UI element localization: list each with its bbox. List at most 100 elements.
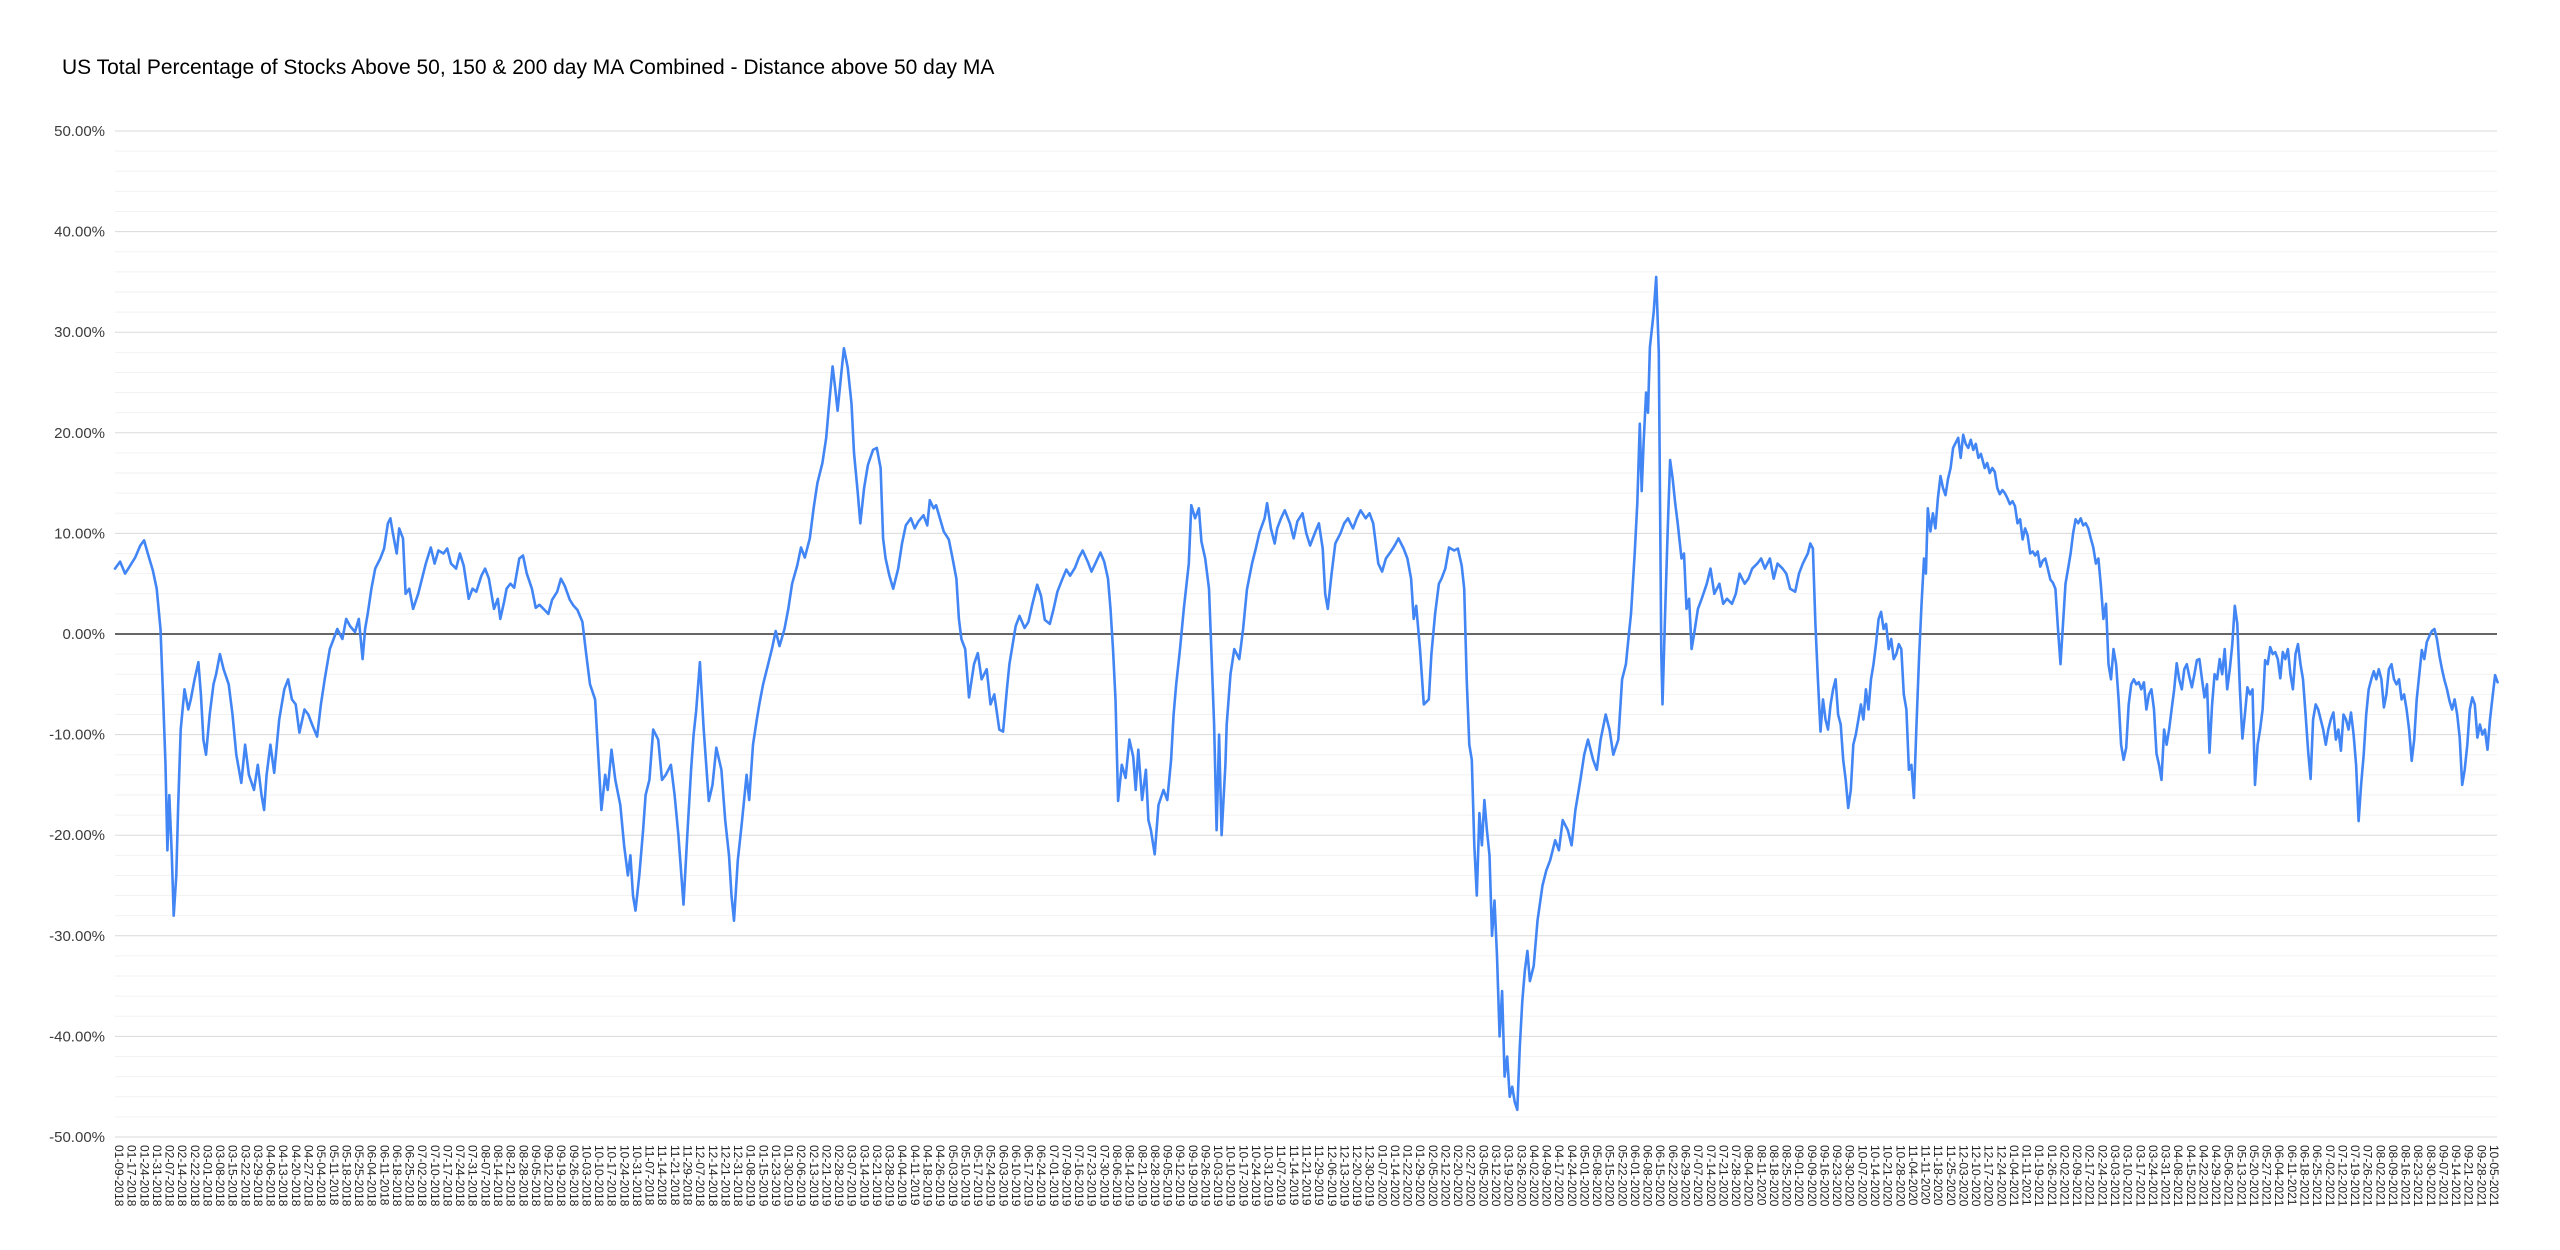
svg-text:09-16-2020: 09-16-2020 — [1817, 1145, 1831, 1207]
svg-text:12-14-2018: 12-14-2018 — [706, 1145, 720, 1207]
svg-text:09-07-2021: 09-07-2021 — [2436, 1145, 2450, 1207]
svg-text:06-18-2021: 06-18-2021 — [2298, 1145, 2312, 1207]
svg-text:08-16-2021: 08-16-2021 — [2399, 1145, 2413, 1207]
svg-text:02-13-2019: 02-13-2019 — [807, 1145, 821, 1207]
svg-text:03-28-2019: 03-28-2019 — [883, 1145, 897, 1207]
svg-text:09-12-2018: 09-12-2018 — [542, 1145, 556, 1207]
svg-text:11-21-2019: 11-21-2019 — [1300, 1145, 1314, 1206]
svg-text:03-31-2021: 03-31-2021 — [2159, 1145, 2173, 1207]
svg-text:10-03-2018: 10-03-2018 — [579, 1145, 593, 1207]
svg-text:05-20-2021: 05-20-2021 — [2247, 1145, 2261, 1207]
svg-text:10-07-2020: 10-07-2020 — [1855, 1145, 1869, 1207]
svg-text:10-31-2019: 10-31-2019 — [1262, 1145, 1276, 1207]
svg-text:05-22-2020: 05-22-2020 — [1615, 1145, 1629, 1207]
svg-text:10-10-2018: 10-10-2018 — [592, 1145, 606, 1207]
svg-text:10-24-2019: 10-24-2019 — [1249, 1145, 1263, 1207]
chart-title: US Total Percentage of Stocks Above 50, … — [62, 56, 995, 79]
svg-text:03-29-2018: 03-29-2018 — [251, 1145, 265, 1207]
svg-text:-40.00%: -40.00% — [49, 1028, 105, 1045]
svg-text:04-15-2021: 04-15-2021 — [2184, 1145, 2198, 1207]
svg-text:07-02-2018: 07-02-2018 — [415, 1145, 429, 1207]
svg-text:09-12-2019: 09-12-2019 — [1173, 1145, 1187, 1207]
svg-text:02-22-2018: 02-22-2018 — [188, 1145, 202, 1207]
svg-text:03-05-2020: 03-05-2020 — [1476, 1145, 1490, 1207]
svg-text:-20.00%: -20.00% — [49, 827, 105, 844]
svg-text:10-24-2018: 10-24-2018 — [617, 1145, 631, 1207]
svg-text:06-29-2020: 06-29-2020 — [1678, 1145, 1692, 1207]
svg-text:08-04-2020: 08-04-2020 — [1742, 1145, 1756, 1207]
svg-text:09-30-2020: 09-30-2020 — [1843, 1145, 1857, 1207]
svg-text:06-11-2021: 06-11-2021 — [2285, 1145, 2299, 1206]
svg-text:04-17-2020: 04-17-2020 — [1552, 1145, 1566, 1207]
svg-text:09-26-2018: 09-26-2018 — [567, 1145, 581, 1207]
svg-text:06-25-2021: 06-25-2021 — [2310, 1145, 2324, 1207]
svg-text:12-10-2020: 12-10-2020 — [1969, 1145, 1983, 1207]
svg-text:02-02-2021: 02-02-2021 — [2057, 1145, 2071, 1207]
svg-text:08-30-2021: 08-30-2021 — [2424, 1145, 2438, 1207]
y-axis-tick-labels: 50.00% 40.00% 30.00% 20.00% 10.00% 0.00% -10.0… — [49, 123, 105, 1146]
svg-text:11-14-2019: 11-14-2019 — [1287, 1145, 1301, 1206]
svg-text:03-01-2018: 03-01-2018 — [200, 1145, 214, 1207]
svg-text:08-25-2020: 08-25-2020 — [1780, 1145, 1794, 1207]
svg-text:07-28-2020: 07-28-2020 — [1729, 1145, 1743, 1207]
svg-text:03-24-2021: 03-24-2021 — [2146, 1145, 2160, 1207]
svg-text:04-08-2021: 04-08-2021 — [2171, 1145, 2185, 1207]
svg-text:10-28-2020: 10-28-2020 — [1893, 1145, 1907, 1207]
svg-text:07-09-2019: 07-09-2019 — [1059, 1145, 1073, 1207]
svg-text:01-15-2019: 01-15-2019 — [756, 1145, 770, 1207]
svg-text:04-13-2018: 04-13-2018 — [276, 1145, 290, 1207]
svg-text:11-11-2020: 11-11-2020 — [1919, 1145, 1933, 1205]
svg-text:03-07-2019: 03-07-2019 — [845, 1145, 859, 1207]
svg-text:40.00%: 40.00% — [54, 224, 105, 241]
svg-text:04-26-2019: 04-26-2019 — [933, 1145, 947, 1207]
svg-text:12-31-2018: 12-31-2018 — [731, 1145, 745, 1207]
svg-text:05-06-2021: 05-06-2021 — [2222, 1145, 2236, 1207]
major-gridlines — [115, 130, 2497, 1138]
svg-text:05-18-2018: 05-18-2018 — [339, 1145, 353, 1207]
svg-text:05-13-2021: 05-13-2021 — [2234, 1145, 2248, 1207]
svg-text:-10.00%: -10.00% — [49, 727, 105, 744]
svg-text:12-07-2018: 12-07-2018 — [693, 1145, 707, 1207]
svg-text:10-31-2018: 10-31-2018 — [630, 1145, 644, 1207]
svg-text:08-02-2021: 08-02-2021 — [2373, 1145, 2387, 1207]
svg-text:06-11-2018: 06-11-2018 — [377, 1145, 391, 1206]
svg-text:02-14-2018: 02-14-2018 — [175, 1145, 189, 1207]
svg-text:01-31-2018: 01-31-2018 — [150, 1145, 164, 1207]
svg-text:07-17-2018: 07-17-2018 — [440, 1145, 454, 1207]
svg-text:0.00%: 0.00% — [62, 626, 105, 643]
svg-text:10-10-2019: 10-10-2019 — [1224, 1145, 1238, 1207]
svg-text:07-21-2020: 07-21-2020 — [1716, 1145, 1730, 1207]
svg-text:06-08-2020: 06-08-2020 — [1641, 1145, 1655, 1207]
x-axis-date-labels: 01-09-201801-17-201801-24-201801-31-2018… — [112, 1145, 2501, 1207]
svg-text:01-19-2021: 01-19-2021 — [2032, 1145, 2046, 1207]
svg-text:09-09-2020: 09-09-2020 — [1805, 1145, 1819, 1207]
svg-text:06-04-2021: 06-04-2021 — [2272, 1145, 2286, 1207]
svg-text:02-05-2020: 02-05-2020 — [1426, 1145, 1440, 1207]
svg-text:04-27-2018: 04-27-2018 — [301, 1145, 315, 1207]
svg-text:05-27-2021: 05-27-2021 — [2260, 1145, 2274, 1207]
svg-text:05-15-2020: 05-15-2020 — [1603, 1145, 1617, 1207]
svg-text:11-29-2019: 11-29-2019 — [1312, 1145, 1326, 1206]
svg-text:03-17-2021: 03-17-2021 — [2133, 1145, 2147, 1207]
svg-text:04-18-2019: 04-18-2019 — [921, 1145, 935, 1207]
svg-text:10-03-2019: 10-03-2019 — [1211, 1145, 1225, 1207]
svg-text:07-01-2019: 07-01-2019 — [1047, 1145, 1061, 1207]
svg-text:50.00%: 50.00% — [54, 123, 105, 140]
svg-text:05-25-2018: 05-25-2018 — [352, 1145, 366, 1207]
svg-text:03-19-2020: 03-19-2020 — [1502, 1145, 1516, 1207]
svg-text:11-04-2020: 11-04-2020 — [1906, 1145, 1920, 1206]
svg-text:02-17-2021: 02-17-2021 — [2083, 1145, 2097, 1207]
svg-text:05-03-2019: 05-03-2019 — [946, 1145, 960, 1207]
svg-text:03-12-2020: 03-12-2020 — [1489, 1145, 1503, 1207]
svg-text:10-17-2018: 10-17-2018 — [605, 1145, 619, 1207]
svg-text:09-23-2020: 09-23-2020 — [1830, 1145, 1844, 1207]
svg-text:10-05-2021: 10-05-2021 — [2487, 1145, 2501, 1207]
svg-text:08-14-2019: 08-14-2019 — [1123, 1145, 1137, 1207]
svg-text:08-11-2020: 08-11-2020 — [1754, 1145, 1768, 1206]
svg-text:30.00%: 30.00% — [54, 324, 105, 341]
svg-text:02-06-2019: 02-06-2019 — [794, 1145, 808, 1207]
svg-text:01-29-2020: 01-29-2020 — [1413, 1145, 1427, 1207]
svg-text:01-24-2018: 01-24-2018 — [137, 1145, 151, 1207]
